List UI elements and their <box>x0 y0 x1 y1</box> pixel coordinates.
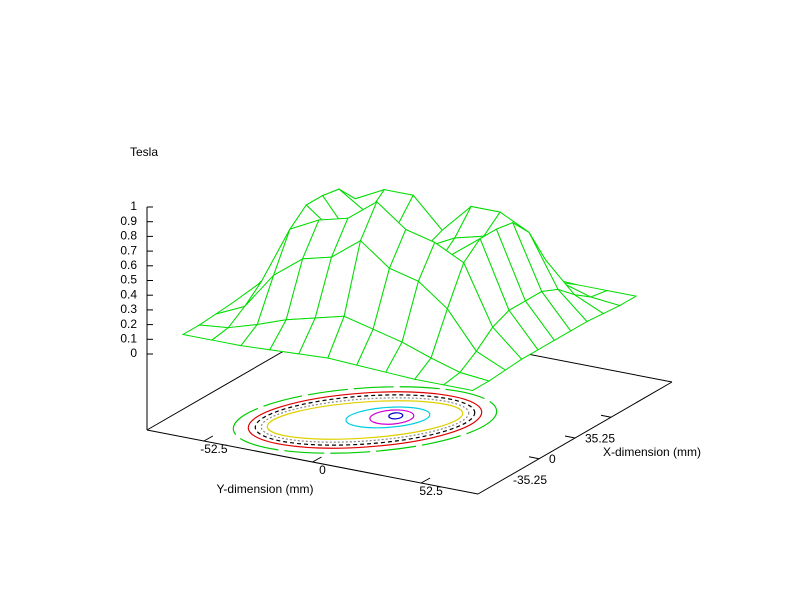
z-axis-label: Tesla <box>130 145 158 159</box>
y-tick-label: 0 <box>319 463 326 477</box>
contour <box>266 400 464 440</box>
contour <box>232 386 498 454</box>
contours <box>232 386 498 454</box>
contour <box>369 409 415 425</box>
z-tick-label: 0.4 <box>120 287 137 301</box>
z-tick-label: 0.8 <box>120 229 137 243</box>
contour <box>247 391 483 449</box>
z-tick-label: 0.2 <box>120 317 137 331</box>
surface-cell <box>442 371 491 391</box>
y-tick <box>312 456 322 463</box>
z-tick-label: 0 <box>130 346 137 360</box>
x-tick-label: 0 <box>549 452 556 466</box>
z-tick-label: 0.9 <box>120 214 137 228</box>
z-tick-label: 0.6 <box>120 258 137 272</box>
x-tick-label: 35.25 <box>585 431 615 445</box>
z-tick-label: 0.1 <box>120 331 137 345</box>
y-tick <box>203 435 214 442</box>
x-tick <box>528 456 540 460</box>
y-tick <box>420 477 431 484</box>
z-tick-label: 0.3 <box>120 302 137 316</box>
y-tick-label: 52.5 <box>419 484 443 498</box>
contour <box>388 412 404 420</box>
x-tick <box>600 414 612 418</box>
z-tick-label: 0.7 <box>120 243 137 257</box>
y-tick-label: -52.5 <box>200 442 228 456</box>
y-axis-label: Y-dimension (mm) <box>217 482 314 496</box>
x-tick <box>564 435 576 439</box>
contour <box>254 394 476 446</box>
z-tick-label: 0.5 <box>120 273 137 287</box>
x-axis-label: X-dimension (mm) <box>603 445 701 459</box>
contour <box>260 397 470 443</box>
contour <box>345 406 431 429</box>
z-tick-label: 1 <box>130 199 137 213</box>
x-tick-label: -35.25 <box>513 473 547 487</box>
